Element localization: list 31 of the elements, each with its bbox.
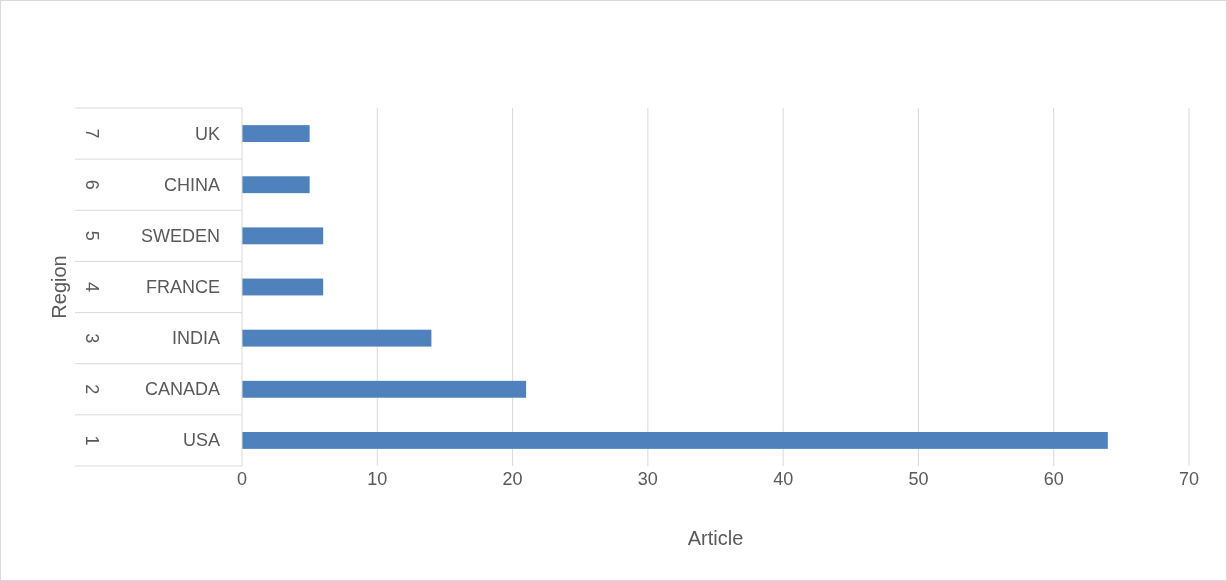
y-tick-label: FRANCE	[145, 277, 220, 297]
text: 3	[82, 333, 102, 344]
x-tick-label: 20	[502, 469, 523, 489]
y-tick-label: CANADA	[144, 379, 220, 400]
bar	[242, 125, 310, 143]
text: 1	[82, 435, 102, 446]
bar	[242, 176, 310, 194]
bar	[242, 380, 527, 398]
x-tick-label: 50	[908, 469, 929, 489]
text: 5	[82, 230, 102, 241]
x-tick-label: 10	[367, 469, 388, 489]
y-tick-label: SWEDEN	[140, 225, 220, 246]
text: 7	[82, 128, 102, 139]
x-tick-label: 0	[236, 469, 248, 489]
y-tick-label: INDIA	[171, 328, 220, 349]
bar	[242, 431, 1108, 449]
x-tick-label: 60	[1043, 469, 1064, 489]
bar	[242, 278, 324, 296]
x-axis-title: Article	[687, 527, 744, 549]
y-tick-label: USA	[182, 430, 220, 451]
x-tick-label: 40	[773, 469, 794, 489]
text: 4	[82, 281, 102, 293]
y-tick-label: CHINA	[163, 174, 220, 195]
text: 6	[82, 179, 102, 190]
bar	[242, 227, 324, 245]
text: 2	[82, 384, 102, 395]
y-axis-title: Region	[48, 255, 70, 319]
bar	[242, 329, 432, 347]
y-tick-label: UK	[194, 123, 220, 144]
x-tick-label: 70	[1178, 469, 1200, 489]
x-tick-label: 30	[637, 469, 658, 489]
